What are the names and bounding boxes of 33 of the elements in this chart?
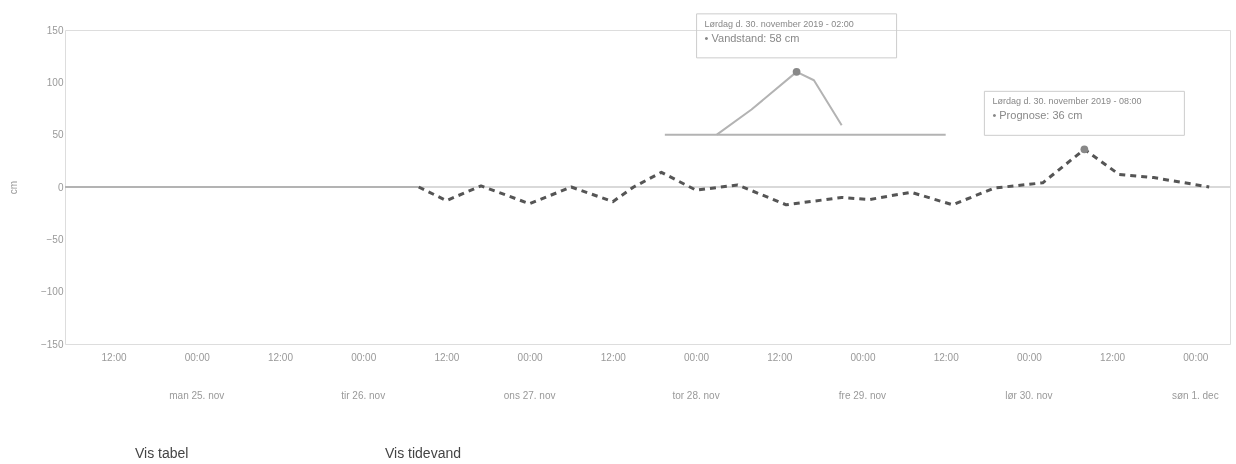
x-tick-label: 00:00 [517, 351, 544, 363]
text: Vis tabel [135, 445, 189, 461]
x-tick-label: 00:00 [684, 351, 710, 363]
x2-tick-label: søn 1. dec [1171, 390, 1219, 401]
x2-tick-label: fre 29. nov [838, 390, 887, 401]
x2-tick-label: tor 28. nov [672, 390, 720, 401]
text: Vis tidevand [385, 445, 462, 461]
y-tick-label: 50 [52, 129, 64, 141]
x2-tick-label: tir 26. nov [341, 390, 386, 401]
x-tick-label: 12:00 [933, 351, 960, 363]
x-tick-label: 00:00 [351, 351, 377, 363]
x2-tick-label: ons 27. nov [503, 390, 556, 401]
y-tick-label: −50 [46, 233, 64, 245]
y-axis-title: cm [7, 180, 19, 195]
y-tick-label: 150 [46, 24, 64, 36]
x-tick-label: 00:00 [184, 351, 211, 363]
annotation: Lørdag d. 30. november 2019 - 02:00 • Vandstand: 58 cm [704, 18, 854, 44]
x-tick-label: 00:00 [1016, 351, 1043, 363]
x2-tick-label: man 25. nov [169, 390, 225, 401]
x-tick-label: 12:00 [267, 351, 294, 363]
y-tick-label: 0 [57, 181, 64, 193]
x-tick-label: 12:00 [434, 351, 460, 363]
x-tick-label: 12:00 [101, 351, 127, 363]
y-tick-label: −100 [40, 286, 64, 298]
x-tick-label: 12:00 [1100, 351, 1126, 363]
x-tick-label: 12:00 [600, 351, 627, 363]
x-tick-label: 00:00 [850, 351, 876, 363]
x-tick-label: 12:00 [767, 351, 793, 363]
x2-tick-label: lør 30. nov [1005, 390, 1053, 401]
y-tick-label: 100 [46, 76, 64, 88]
x-tick-label: 00:00 [1183, 351, 1209, 363]
annotation: Lørdag d. 30. november 2019 - 08:00 • Prognose: 36 cm [992, 96, 1142, 122]
y-tick-label: −150 [40, 338, 64, 350]
